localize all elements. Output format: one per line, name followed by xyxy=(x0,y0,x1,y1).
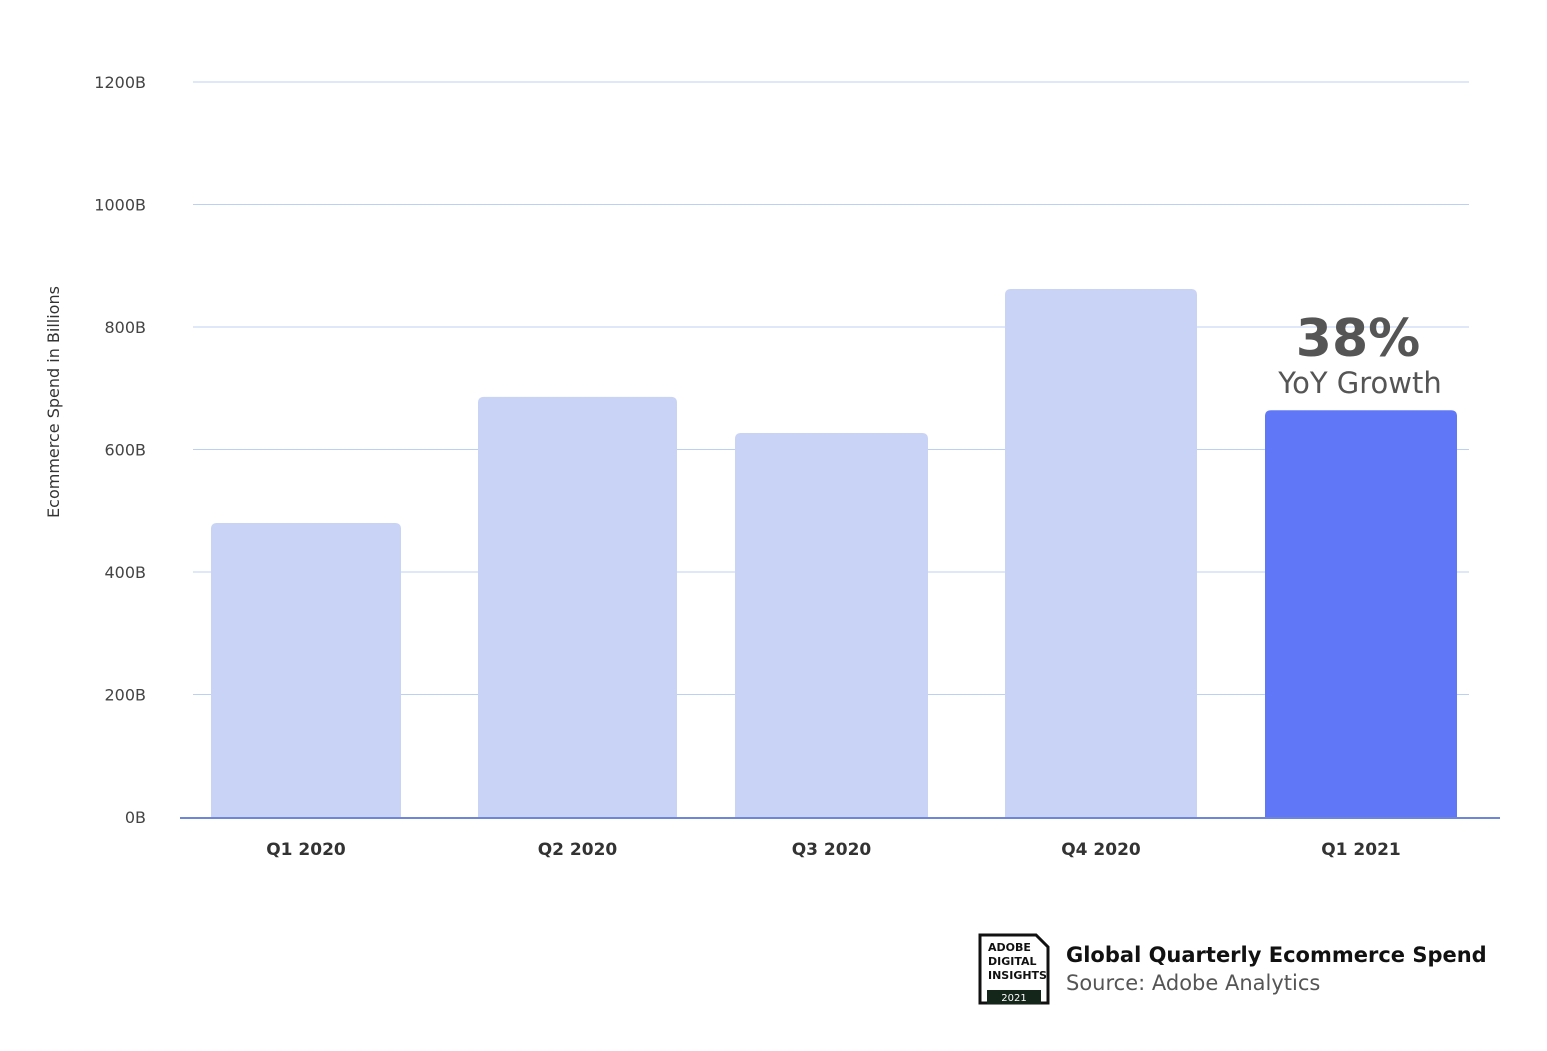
svg-text:ADOBE: ADOBE xyxy=(988,941,1031,954)
x-tick-label: Q2 2020 xyxy=(538,840,618,860)
bar xyxy=(735,432,928,817)
x-tick-label: Q1 2020 xyxy=(266,840,346,860)
y-tick-label: 0B xyxy=(125,808,146,827)
chart-title: Global Quarterly Ecommerce Spend xyxy=(1066,943,1487,967)
chart-footer: ADOBE DIGITAL INSIGHTS 2021 Global Quart… xyxy=(978,933,1487,1005)
bar xyxy=(1265,410,1457,817)
y-tick-label: 400B xyxy=(104,563,146,582)
annotation-label: YoY Growth xyxy=(1277,366,1442,400)
y-tick-label: 1000B xyxy=(94,196,146,215)
y-tick-label: 1200B xyxy=(94,73,146,92)
y-axis-label: Ecommerce Spend in Billions xyxy=(44,286,63,518)
y-tick-label: 800B xyxy=(104,318,146,337)
x-tick-label: Q4 2020 xyxy=(1061,840,1141,860)
annotation-value: 38% xyxy=(1296,309,1420,369)
bar xyxy=(211,523,401,817)
chart-source: Source: Adobe Analytics xyxy=(1066,971,1321,995)
x-tick-label: Q3 2020 xyxy=(792,840,872,860)
bar xyxy=(478,396,677,817)
adobe-digital-insights-logo: ADOBE DIGITAL INSIGHTS 2021 xyxy=(978,933,1050,1005)
y-tick-label: 600B xyxy=(104,441,146,460)
y-tick-label: 200B xyxy=(104,686,146,705)
svg-text:2021: 2021 xyxy=(1001,993,1026,1004)
svg-text:INSIGHTS: INSIGHTS xyxy=(988,969,1047,982)
bar xyxy=(1005,289,1197,817)
x-tick-label: Q1 2021 xyxy=(1321,840,1401,860)
svg-text:DIGITAL: DIGITAL xyxy=(988,955,1037,968)
